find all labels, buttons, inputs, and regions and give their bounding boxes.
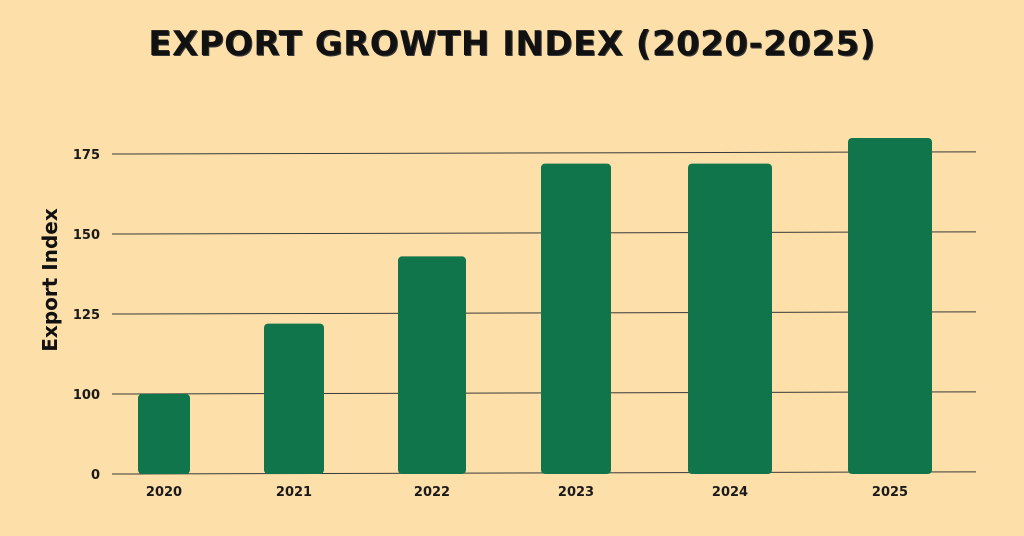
x-tick-label: 2023 (558, 485, 594, 500)
bar-2024 (688, 163, 772, 474)
x-tick-label: 2024 (712, 485, 748, 500)
y-tick-label: 175 (73, 148, 100, 163)
x-tick-label: 2025 (872, 485, 908, 500)
x-tick-labels: 2020 2021 2022 2023 2024 2025 (146, 485, 908, 500)
x-tick-label: 2021 (276, 485, 312, 500)
y-tick-label: 125 (73, 308, 100, 323)
y-tick-label: 0 (91, 468, 100, 483)
bar-2023 (541, 163, 611, 474)
bar-2025 (848, 138, 932, 474)
x-tick-label: 2022 (414, 485, 450, 500)
bar-2022 (398, 256, 466, 474)
y-tick-label: 100 (73, 388, 100, 403)
y-tick-label: 150 (73, 228, 100, 243)
bars (138, 138, 932, 474)
bar-2021 (264, 323, 324, 474)
chart-title: EXPORT GROWTH INDEX (2020-2025) (148, 24, 876, 64)
bar-2020 (138, 394, 190, 474)
y-tick-labels: 0 100 125 150 175 (73, 148, 100, 483)
x-tick-label: 2020 (146, 485, 182, 500)
gridline-175 (111, 151, 977, 155)
